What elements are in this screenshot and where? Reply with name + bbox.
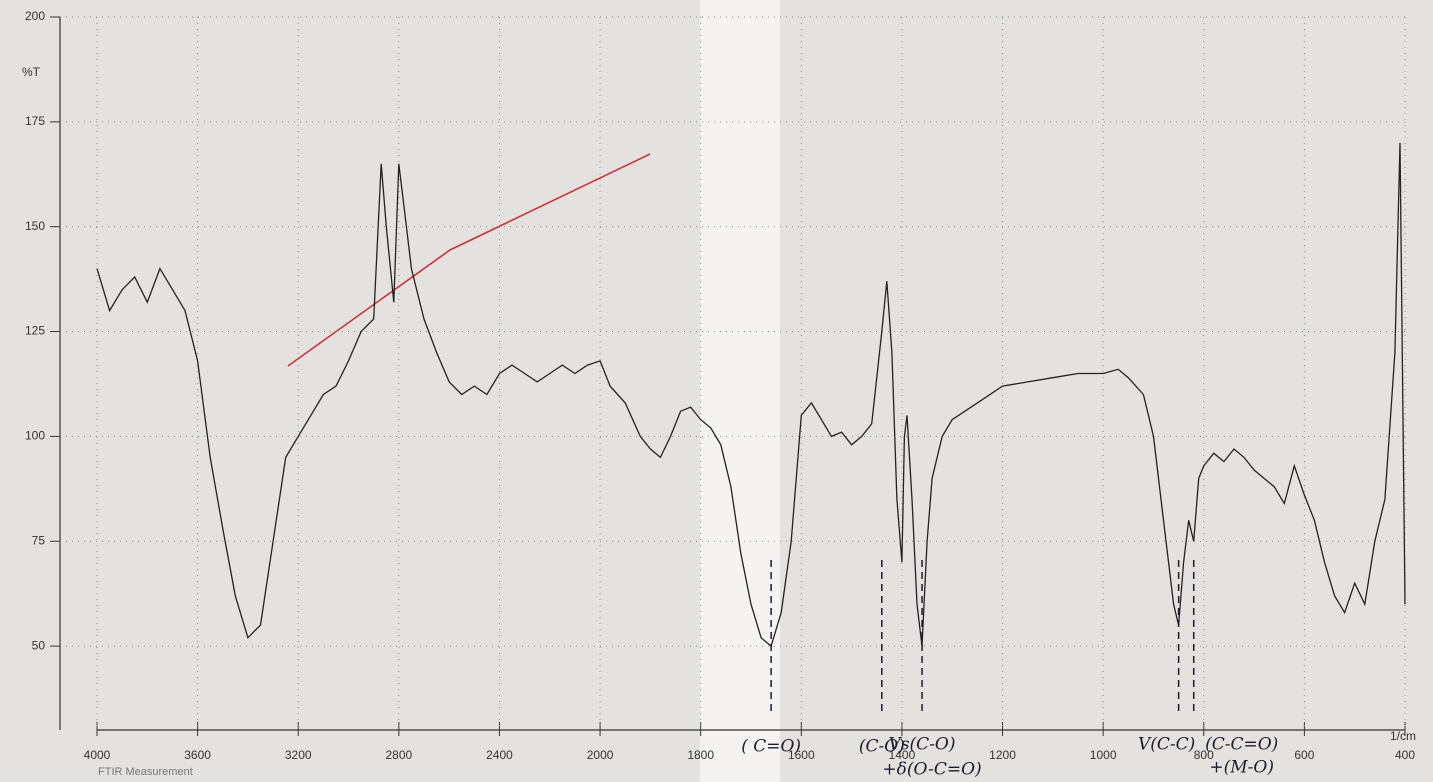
chart-title: FTIR Measurement — [98, 766, 193, 778]
x-axis-label: 1/cm — [1390, 729, 1416, 743]
y-axis-label: %T — [22, 65, 41, 79]
annotation: ( C=O) — [741, 737, 801, 757]
annotation: +δ(O-C=O) — [882, 760, 981, 780]
y-tick-label: 75 — [32, 533, 46, 547]
y-tick-label: 50 — [32, 638, 46, 652]
x-tick-label: 1200 — [989, 748, 1016, 762]
x-tick-label: 2000 — [587, 748, 614, 762]
y-tick-label: 125 — [25, 324, 45, 338]
y-tick-label: 100 — [25, 429, 45, 443]
y-tick-label: 150 — [25, 219, 45, 233]
annotation: +(M-O) — [1209, 758, 1274, 778]
x-tick-label: 3200 — [285, 748, 312, 762]
x-tick-label: 3600 — [184, 748, 211, 762]
paper-fold — [700, 0, 780, 782]
x-tick-label: 400 — [1395, 748, 1415, 762]
y-tick-label: 200 — [25, 9, 45, 23]
annotation: V(C-C) — [1138, 735, 1195, 755]
x-tick-label: 2400 — [486, 748, 513, 762]
y-tick-label: 175 — [25, 114, 45, 128]
x-tick-label: 2800 — [385, 748, 412, 762]
x-tick-label: 1800 — [687, 748, 714, 762]
x-tick-label: 1000 — [1090, 748, 1117, 762]
x-tick-label: 4000 — [84, 748, 111, 762]
x-tick-label: 600 — [1294, 748, 1314, 762]
annotation: (C-C=O) — [1205, 735, 1278, 755]
chart: %T 1/cm FTIR Measurement 50 75 100 125 150 17… — [0, 0, 1433, 782]
annotation: Vs(C-O) — [889, 735, 956, 755]
